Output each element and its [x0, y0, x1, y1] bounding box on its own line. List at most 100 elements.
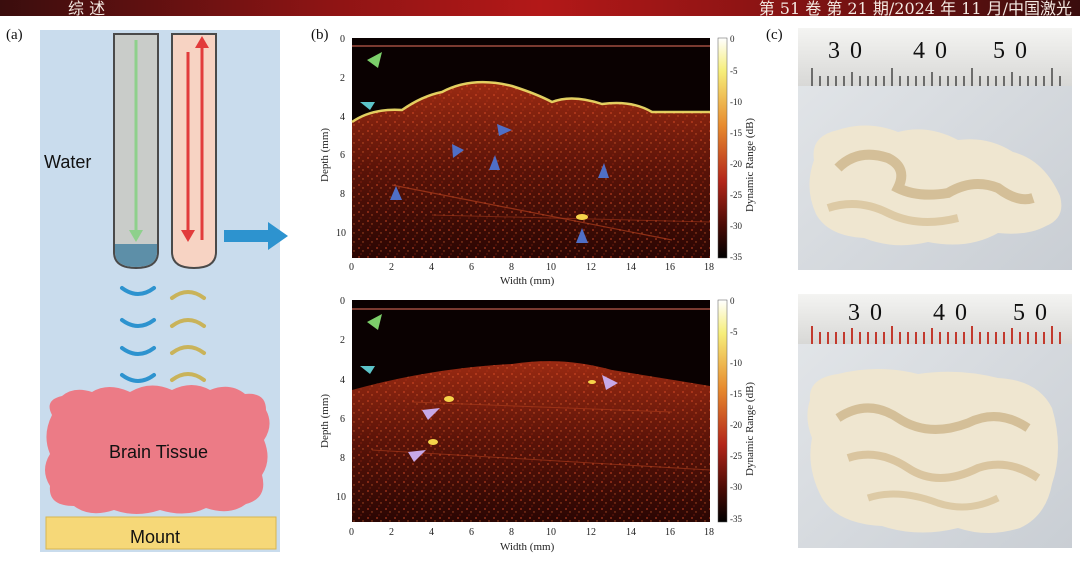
colorbar-bottom [717, 299, 728, 523]
journal-issue-info: 第 51 卷 第 21 期/2024 年 11 月/中国激光 [758, 0, 1072, 18]
x-tick: 4 [429, 527, 434, 538]
x-tick: 16 [665, 527, 675, 538]
y-tick: 2 [340, 73, 345, 84]
axes-top: 0 2 4 6 8 10 0 2 4 6 8 10 12 14 16 18 Wi… [319, 34, 714, 287]
ruler-number: 0 [935, 38, 947, 64]
cbar-tick: -15 [730, 128, 742, 138]
journal-header-bar: 综 述 第 51 卷 第 21 期/2024 年 11 月/中国激光 [0, 0, 1080, 18]
y-axis-label: Depth (mm) [319, 128, 331, 182]
y-tick: 6 [340, 150, 345, 161]
colorbar-label: Dynamic Range (dB) [744, 382, 756, 476]
cbar-tick: -30 [730, 482, 742, 492]
marker-violet-icon [408, 450, 426, 462]
x-tick: 12 [586, 262, 596, 273]
marker-green-icon [367, 52, 382, 68]
x-tick: 0 [349, 262, 354, 273]
ultrasound-waves [120, 286, 206, 383]
x-tick: 10 [546, 527, 556, 538]
cbar-tick: -20 [730, 159, 742, 169]
marker-blue-icon [497, 124, 512, 136]
cbar-tick: 0 [730, 34, 735, 44]
section-label: 综 述 [68, 0, 106, 18]
panel-c-label: (c) [766, 27, 783, 43]
x-tick: 18 [704, 262, 714, 273]
x-tick: 12 [586, 527, 596, 538]
y-tick: 0 [340, 34, 345, 45]
y-tick: 4 [340, 112, 345, 123]
x-tick: 0 [349, 527, 354, 538]
x-tick: 16 [665, 262, 675, 273]
ruler-number: 3 [848, 300, 860, 326]
y-tick: 10 [336, 492, 346, 503]
marker-blue-icon [576, 228, 588, 243]
panel-b-images: 0 2 4 6 8 10 0 2 4 6 8 10 12 14 16 18 Wi… [319, 34, 756, 553]
panel-c-photos: 3 0 4 0 5 0 3 0 4 [798, 28, 1072, 548]
ruler-number: 0 [1015, 38, 1027, 64]
marker-blue-icon [598, 163, 609, 178]
colorbar-bottom-ticks: 0 -5 -10 -15 -20 -25 -30 -35 [730, 296, 742, 524]
cbar-tick: -25 [730, 190, 742, 200]
ruler-number: 0 [850, 38, 862, 64]
y-tick: 0 [340, 296, 345, 307]
marker-violet-icon [602, 375, 618, 390]
brain-tissue-shape [45, 385, 270, 514]
x-tick: 2 [389, 262, 394, 273]
ruler-number: 0 [870, 300, 882, 326]
x-tick: 4 [429, 262, 434, 273]
ruler-number: 5 [993, 38, 1005, 64]
ruler-number: 0 [955, 300, 967, 326]
panel-a-label: (a) [6, 27, 23, 43]
y-tick: 8 [340, 189, 345, 200]
cbar-tick: -30 [730, 221, 742, 231]
cbar-tick: -35 [730, 514, 742, 524]
panel-a-schematic: Water Brain Tissue Mount [40, 30, 288, 552]
x-tick: 14 [626, 527, 636, 538]
receive-tube [171, 33, 217, 270]
specimen-photo-top: 3 0 4 0 5 0 [798, 28, 1072, 270]
marker-blue-icon [489, 155, 500, 170]
y-tick: 8 [340, 453, 345, 464]
ruler-number: 0 [1035, 300, 1047, 326]
cbar-tick: -5 [730, 66, 738, 76]
x-tick: 18 [704, 527, 714, 538]
x-tick: 6 [469, 262, 474, 273]
colorbar-top [717, 37, 728, 259]
x-tick: 6 [469, 527, 474, 538]
y-tick: 6 [340, 414, 345, 425]
marker-cyan-icon [360, 366, 375, 374]
marker-green-icon [367, 314, 382, 330]
marker-violet-icon [422, 408, 440, 420]
x-tick: 10 [546, 262, 556, 273]
y-axis-label: Depth (mm) [319, 394, 331, 448]
marker-blue-icon [390, 186, 402, 200]
mount-label: Mount [130, 527, 180, 547]
output-arrow-icon [224, 222, 288, 250]
y-tick: 10 [336, 228, 346, 239]
mount-block [45, 516, 277, 550]
cbar-tick: -25 [730, 451, 742, 461]
transmit-tube [113, 33, 159, 270]
y-tick: 4 [340, 375, 345, 386]
x-tick: 8 [509, 262, 514, 273]
cbar-tick: -15 [730, 389, 742, 399]
bmode-image-top [351, 38, 711, 259]
cbar-tick: -20 [730, 420, 742, 430]
x-tick: 2 [389, 527, 394, 538]
marker-cyan-icon [360, 102, 375, 110]
cbar-tick: -5 [730, 327, 738, 337]
water-label: Water [44, 152, 91, 172]
bmode-image-bottom [352, 300, 711, 522]
x-axis-label: Width (mm) [500, 541, 555, 553]
cbar-tick: -10 [730, 358, 742, 368]
ruler-number: 4 [933, 300, 945, 326]
axes-bottom: 0 2 4 6 8 10 0 2 4 6 8 10 12 14 16 18 Wi… [319, 296, 714, 553]
x-axis-label: Width (mm) [500, 275, 555, 287]
colorbar-top-ticks: 0 -5 -10 -15 -20 -25 -30 -35 [730, 34, 742, 262]
specimen-photo-bottom: 3 0 4 0 5 0 [798, 294, 1072, 548]
ruler-number: 3 [828, 38, 840, 64]
marker-blue-icon [452, 144, 464, 158]
x-tick: 14 [626, 262, 636, 273]
cbar-tick: -10 [730, 97, 742, 107]
ruler-number: 5 [1013, 300, 1025, 326]
ruler-number: 4 [913, 38, 925, 64]
